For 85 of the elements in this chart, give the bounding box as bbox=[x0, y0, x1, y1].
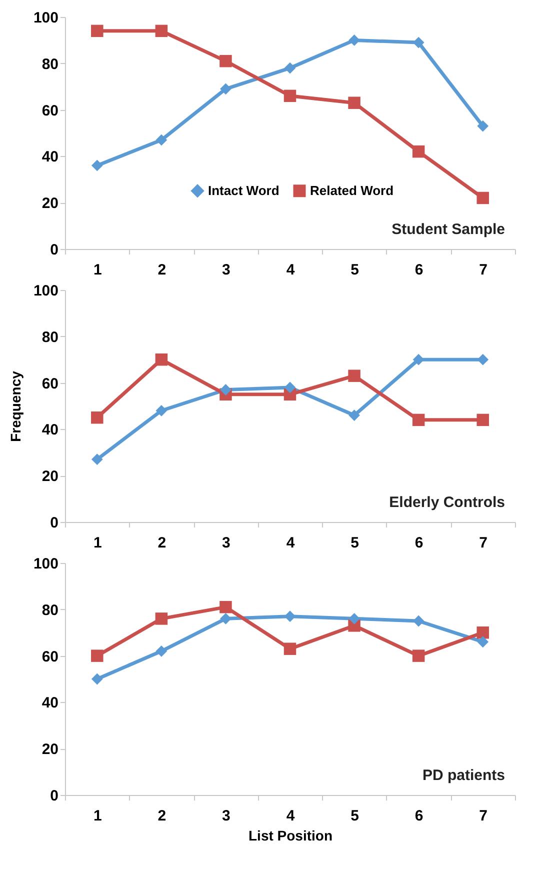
point bbox=[220, 83, 232, 95]
y-tick-label: 40 bbox=[42, 422, 58, 439]
x-tick-label: 7 bbox=[479, 262, 488, 278]
point bbox=[284, 642, 296, 655]
point bbox=[412, 615, 424, 627]
x-tick-label: 4 bbox=[286, 262, 296, 278]
point bbox=[155, 612, 168, 625]
y-tick-label: 100 bbox=[33, 282, 58, 300]
y-tick-label: 20 bbox=[42, 195, 58, 212]
x-tick-label: 3 bbox=[222, 534, 230, 552]
y-tick-label: 0 bbox=[50, 242, 58, 258]
y-tick-label: 0 bbox=[50, 788, 58, 804]
point bbox=[91, 411, 104, 424]
y-axis-title: Frequency bbox=[7, 370, 24, 442]
point bbox=[476, 414, 489, 426]
point bbox=[412, 354, 424, 366]
y-tick-label: 100 bbox=[33, 556, 58, 572]
x-tick-label: 1 bbox=[93, 808, 102, 824]
annotation: Student Sample bbox=[392, 221, 505, 238]
x-tick-label: 2 bbox=[158, 262, 166, 278]
y-tick-label: 80 bbox=[42, 602, 58, 619]
x-tick-label: 5 bbox=[350, 534, 359, 552]
point bbox=[91, 24, 104, 38]
point bbox=[156, 645, 168, 657]
point bbox=[476, 192, 489, 204]
x-tick-label: 4 bbox=[286, 808, 296, 824]
y-tick-label: 80 bbox=[42, 56, 58, 73]
point bbox=[220, 600, 232, 614]
point bbox=[348, 34, 360, 46]
point bbox=[155, 24, 168, 38]
point bbox=[220, 54, 232, 68]
y-tick-label: 100 bbox=[33, 10, 58, 26]
y-tick-label: 80 bbox=[42, 328, 58, 346]
x-tick-label: 4 bbox=[286, 534, 296, 552]
y-tick-label: 0 bbox=[50, 514, 58, 532]
x-tick-label: 3 bbox=[222, 262, 230, 278]
point bbox=[348, 612, 360, 624]
x-tick-label: 1 bbox=[93, 534, 102, 552]
x-tick-label: 2 bbox=[158, 808, 166, 824]
point bbox=[477, 120, 489, 132]
x-axis-title: List Position bbox=[248, 828, 332, 844]
point bbox=[155, 353, 168, 366]
point bbox=[156, 134, 168, 146]
y-tick-label: 20 bbox=[42, 468, 58, 486]
point bbox=[348, 96, 360, 109]
point bbox=[91, 673, 103, 685]
y-tick-label: 40 bbox=[42, 694, 58, 712]
x-tick-label: 6 bbox=[414, 262, 424, 278]
y-tick-label: 40 bbox=[42, 148, 58, 166]
y-tick-label: 60 bbox=[42, 375, 58, 392]
legend-label: Related Word bbox=[310, 182, 394, 198]
legend-label: Intact Word bbox=[208, 182, 280, 198]
point bbox=[348, 370, 360, 382]
point bbox=[412, 414, 425, 426]
point bbox=[91, 650, 104, 662]
annotation: PD patients bbox=[422, 767, 505, 784]
point bbox=[477, 354, 489, 366]
x-tick-label: 7 bbox=[479, 808, 488, 824]
point bbox=[91, 160, 103, 172]
point bbox=[284, 382, 296, 394]
y-tick-label: 60 bbox=[42, 648, 58, 666]
point bbox=[220, 612, 232, 624]
point bbox=[477, 636, 489, 648]
point bbox=[412, 145, 425, 158]
point bbox=[156, 404, 168, 416]
y-tick-label: 20 bbox=[42, 741, 58, 758]
point bbox=[284, 610, 296, 622]
point bbox=[284, 62, 296, 74]
x-tick-label: 1 bbox=[93, 262, 102, 278]
point bbox=[284, 90, 296, 102]
y-tick-label: 60 bbox=[42, 102, 58, 120]
annotation: Elderly Controls bbox=[389, 494, 505, 511]
point bbox=[412, 36, 424, 48]
point bbox=[412, 650, 425, 662]
x-tick-label: 3 bbox=[222, 808, 230, 824]
point bbox=[91, 454, 103, 466]
x-tick-label: 5 bbox=[350, 262, 359, 278]
x-tick-label: 5 bbox=[350, 808, 359, 824]
x-tick-label: 2 bbox=[158, 534, 166, 552]
x-tick-label: 6 bbox=[414, 808, 424, 824]
point bbox=[220, 384, 232, 396]
x-tick-label: 6 bbox=[414, 534, 424, 552]
point bbox=[476, 626, 489, 639]
x-tick-label: 7 bbox=[479, 534, 488, 552]
point bbox=[348, 410, 360, 421]
